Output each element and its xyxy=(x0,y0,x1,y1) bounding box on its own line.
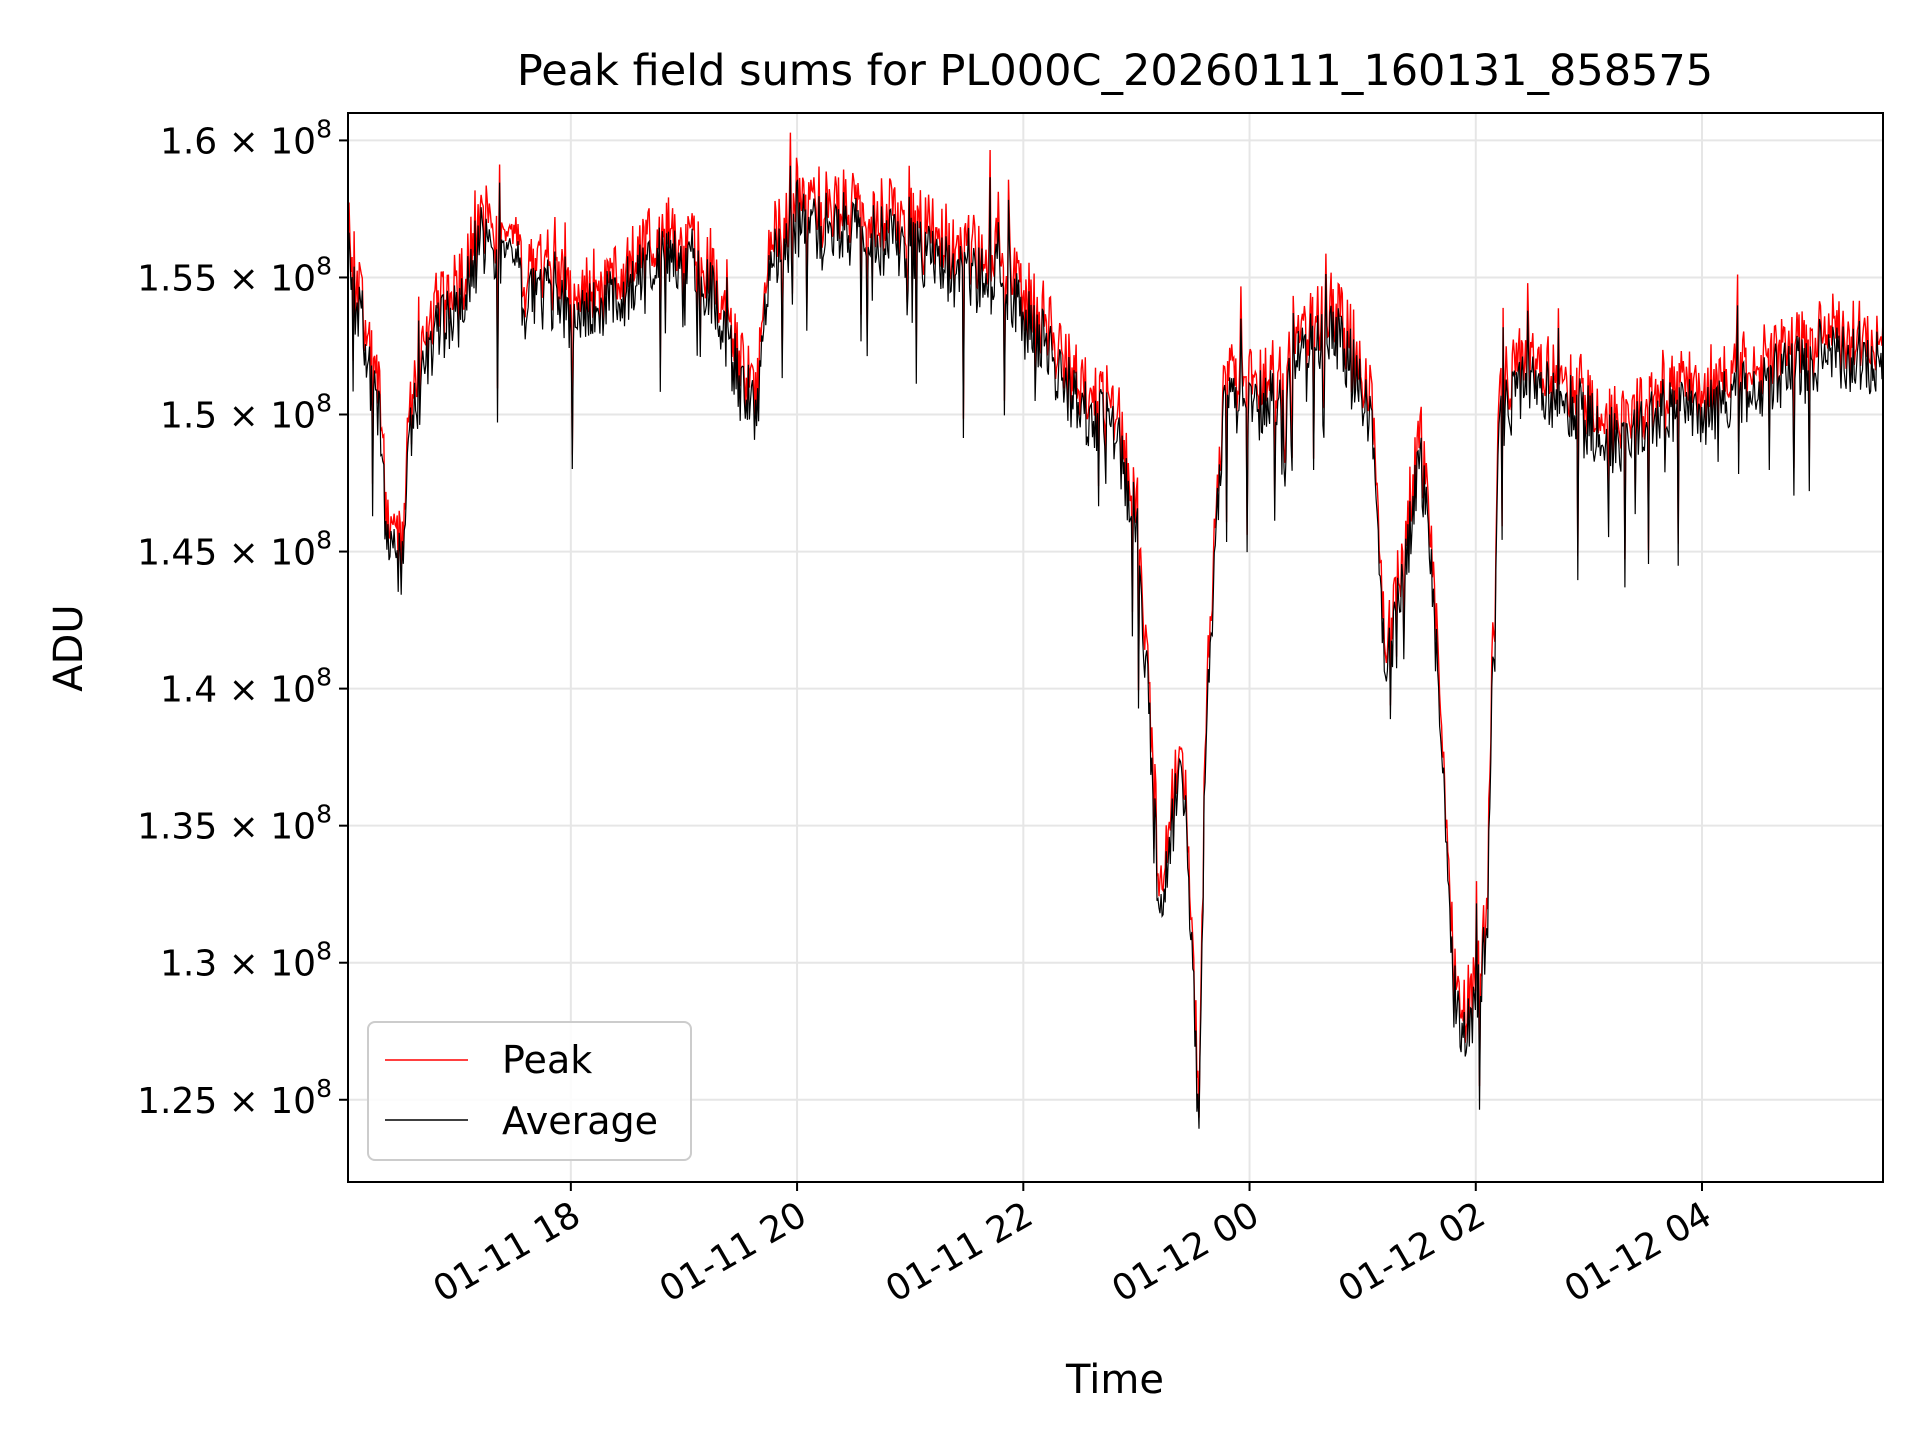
y-axis-label: ADU xyxy=(46,604,92,691)
legend-peak-label: Peak xyxy=(502,1038,592,1082)
y-tick-label: 1.25 × 108 xyxy=(137,1074,332,1122)
series-layer xyxy=(347,132,1884,1129)
grid-layer xyxy=(348,113,1883,1182)
y-tick-label: 1.4 × 108 xyxy=(160,663,332,711)
chart-title: Peak field sums for PL000C_20260111_1601… xyxy=(517,46,1713,96)
series-peak-line xyxy=(347,132,1884,1118)
y-tick-label: 1.35 × 108 xyxy=(137,800,332,848)
y-tick-label: 1.5 × 108 xyxy=(160,389,332,437)
y-tick-label: 1.45 × 108 xyxy=(137,526,332,574)
y-tick-label: 1.3 × 108 xyxy=(160,937,332,985)
x-axis-label: Time xyxy=(1065,1357,1164,1403)
legend: Peak Average xyxy=(367,1021,692,1161)
legend-box xyxy=(367,1021,692,1161)
y-tick-label: 1.55 × 108 xyxy=(137,251,332,299)
series-average-line xyxy=(347,165,1884,1129)
y-tick-label: 1.6 × 108 xyxy=(160,114,332,162)
plot-frame xyxy=(347,112,1884,1183)
legend-average-label: Average xyxy=(502,1099,658,1143)
